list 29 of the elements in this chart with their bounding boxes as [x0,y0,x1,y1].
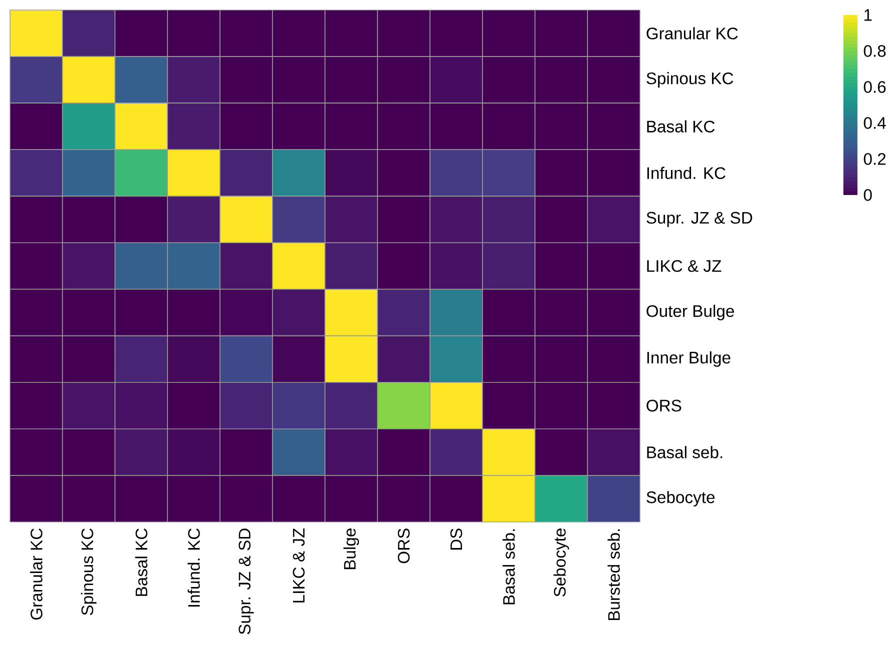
y-tick-label: Sebocyte [646,490,715,506]
y-tick-label: Inner Bulge [647,351,730,367]
color-bar-label: 0 [864,189,872,201]
y-tick-label: Basal seb. [647,446,722,458]
x-tick-label: Sebocyte [553,528,570,597]
x-tick-label: LIKC & JZ [292,528,305,602]
x-tick-label: Supr. JZ & SD [238,528,254,634]
color-bar-label: 1 [864,9,872,21]
y-tick-label: Supr. JZ & SD [646,212,752,227]
x-tick-label: ORS [398,528,410,564]
x-tick-label: Basal KC [135,528,148,596]
x-tick-label: Bursted seb. [608,529,620,620]
color-bar-label: 0.2 [864,153,886,165]
x-tick-label: DS [450,528,462,550]
color-bar-label: 0.6 [864,81,886,93]
x-tick-label: Granular KC [30,528,42,620]
color-bar-label: 0.8 [864,45,886,57]
y-tick-label: LIKC & JZ [647,260,722,272]
y-tick-label: Granular KC [646,27,738,40]
x-tick-label: Basal seb. [502,529,515,604]
y-tick-label: Infund. KC [647,166,726,180]
y-tick-label: ORS [646,400,682,412]
color-bar-label: 0.4 [864,117,886,129]
x-tick-label: Spinous KC [80,528,97,616]
y-tick-label: Spinous KC [646,72,734,88]
y-tick-label: Outer Bulge [646,304,734,320]
x-tick-label: Infund. KC [188,528,200,607]
x-tick-label: Bulge [343,528,360,570]
y-tick-label: Basal KC [647,120,715,132]
